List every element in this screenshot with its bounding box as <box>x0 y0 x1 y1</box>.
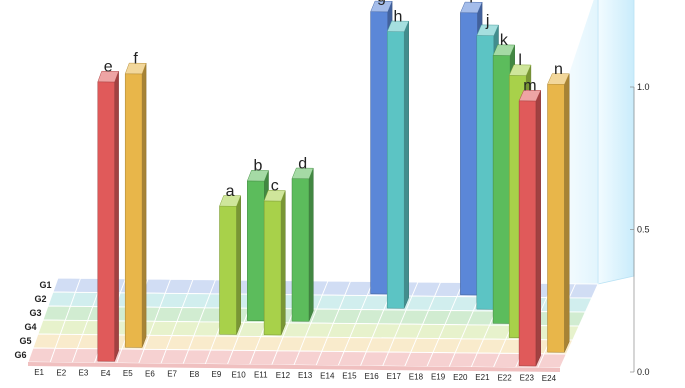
column-label: E24 <box>542 374 557 383</box>
bar-side <box>280 190 286 336</box>
row-label: G6 <box>14 350 26 360</box>
row-label: G3 <box>29 308 41 318</box>
bar-label: l <box>518 52 522 69</box>
bar-f: f <box>124 51 147 348</box>
bar-label: c <box>271 178 279 195</box>
column-label: E14 <box>320 371 335 380</box>
bar-d: d <box>291 155 314 322</box>
column-label: E10 <box>231 370 246 379</box>
column-label: E13 <box>298 371 313 380</box>
bar-front <box>476 35 495 310</box>
column-label: E22 <box>497 373 512 382</box>
column-label: E3 <box>79 369 89 378</box>
bar-e: e <box>97 59 119 362</box>
bar-front <box>124 73 143 348</box>
bar-n: n <box>547 61 570 353</box>
bar-top <box>547 73 570 85</box>
z-tick-label: 1.0 <box>637 82 650 92</box>
back-wall <box>560 0 635 368</box>
bar-side <box>236 195 241 335</box>
bar-side <box>114 71 119 362</box>
column-label: E23 <box>520 374 535 383</box>
bar-front <box>547 83 565 353</box>
bar-front <box>247 180 265 322</box>
axis-labels: G1 G2 G3 G4 G5 G6 E1 E2 E3 E4 E5 E6 E7 E8 E9 E10 E11 E12 E… <box>14 280 556 383</box>
column-label: E18 <box>409 372 424 381</box>
bar-top <box>124 62 147 75</box>
bar-label: j <box>485 12 490 29</box>
bar-front <box>460 12 478 296</box>
z-axis-ticks: 0.0 0.5 1.0 <box>630 82 650 377</box>
bar-top <box>492 44 516 56</box>
row-label: G2 <box>34 294 46 304</box>
column-label: E7 <box>167 370 177 379</box>
bar-label: g <box>377 0 386 6</box>
bar-top <box>97 70 119 83</box>
side-wall <box>597 0 635 285</box>
column-label: E16 <box>364 372 379 381</box>
column-label: E6 <box>145 369 155 378</box>
column-label: E2 <box>56 368 66 377</box>
z-tick-label: 0.0 <box>637 367 650 377</box>
row-label: G5 <box>19 336 31 346</box>
bar-top <box>219 195 242 207</box>
column-label: E1 <box>34 368 44 377</box>
column-label: E20 <box>453 373 468 382</box>
bar-label: a <box>226 183 235 200</box>
row-label: G1 <box>39 280 51 290</box>
bar-side <box>141 63 147 348</box>
bar-top <box>246 170 269 182</box>
bar-label: b <box>253 158 262 175</box>
floor-edge <box>28 362 560 372</box>
bar-front <box>263 200 282 336</box>
bar-front <box>370 11 388 295</box>
bar-top <box>263 190 286 202</box>
bar-label: k <box>500 32 509 49</box>
column-label: E12 <box>276 371 291 380</box>
row-label: G4 <box>24 322 36 332</box>
bar-top <box>508 64 532 76</box>
column-label: E9 <box>212 370 222 379</box>
bar-label: h <box>394 8 403 25</box>
bars: g i h j b d k a c l f n e m <box>97 0 570 367</box>
column-label: E17 <box>387 372 402 381</box>
bar-front <box>492 55 511 324</box>
bar-h: h <box>386 8 410 309</box>
bar-front <box>219 205 237 335</box>
bar-label: i <box>469 0 473 7</box>
bar-top <box>476 24 499 36</box>
bar-label: m <box>523 78 536 95</box>
side-wall-front <box>560 0 598 368</box>
bar-c: c <box>263 178 286 336</box>
bar-front <box>518 100 537 367</box>
bar-top <box>370 0 393 13</box>
bar-top <box>460 1 483 14</box>
column-label: E8 <box>189 370 199 379</box>
column-label: E5 <box>123 369 133 378</box>
bar-label: d <box>298 155 307 172</box>
bar-a: a <box>219 183 242 335</box>
bar-front <box>97 81 115 362</box>
column-label: E4 <box>101 369 111 378</box>
bar-top <box>518 89 542 102</box>
bar-top <box>386 20 410 33</box>
bar-side <box>403 21 409 309</box>
bar-label: n <box>554 61 563 78</box>
bar-side <box>308 168 314 322</box>
z-tick-label: 0.5 <box>637 225 650 235</box>
bar-side <box>564 73 570 353</box>
bar-m: m <box>518 78 542 367</box>
column-label: E19 <box>431 373 446 382</box>
column-label: E21 <box>475 373 490 382</box>
column-label: E15 <box>342 372 357 381</box>
bar-front <box>291 178 310 322</box>
column-label: E11 <box>254 371 268 380</box>
bar-top <box>291 167 314 180</box>
bar-label: e <box>104 59 113 76</box>
bar-front <box>386 31 405 309</box>
bar-label: f <box>133 51 138 68</box>
bar-side <box>535 90 541 367</box>
